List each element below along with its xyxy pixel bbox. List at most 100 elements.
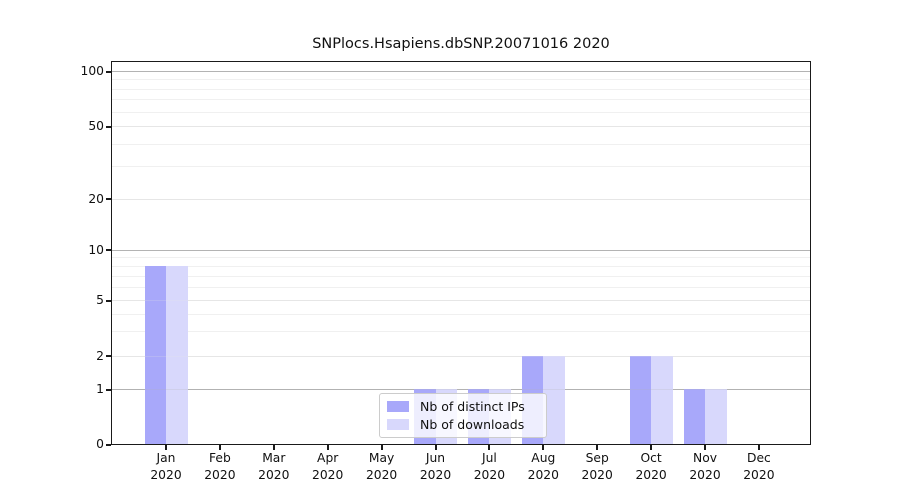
y-tick-label: 50 xyxy=(88,119,104,133)
x-tick-label-feb: Feb 2020 xyxy=(188,450,252,484)
y-tick xyxy=(106,443,111,446)
month-label: Oct xyxy=(640,451,662,465)
gridline-mid xyxy=(112,198,810,200)
legend-swatch-downloads xyxy=(387,419,409,430)
y-tick xyxy=(106,198,111,200)
bar-downloads-aug xyxy=(543,355,565,444)
bar-distinct-ips-oct xyxy=(629,355,652,444)
x-tick xyxy=(165,445,167,450)
gridline-minor xyxy=(112,143,810,145)
x-tick-label-apr: Apr 2020 xyxy=(296,450,360,484)
month-label: Jan xyxy=(156,451,176,465)
gridline-mid-overlay xyxy=(112,198,810,200)
x-tick-label-aug: Aug 2020 xyxy=(511,450,575,484)
x-tick xyxy=(650,445,653,450)
legend-swatch-distinct-ips xyxy=(387,401,409,412)
gridline-mid xyxy=(112,126,810,127)
gridline-major xyxy=(112,71,810,72)
gridline-minor xyxy=(112,111,810,113)
month-label: Jun xyxy=(425,451,446,465)
y-tick-label: 0 xyxy=(96,437,104,451)
month-label: Aug xyxy=(531,451,556,465)
x-tick xyxy=(380,445,383,450)
x-tick xyxy=(596,445,599,450)
year-label: 2020 xyxy=(258,468,290,482)
gridline-minor xyxy=(112,166,810,168)
gridline-minor xyxy=(112,257,810,259)
x-tick-label-dec: Dec 2020 xyxy=(727,450,791,484)
y-tick-label: 20 xyxy=(88,191,104,206)
x-tick-label-may: May 2020 xyxy=(350,450,414,484)
legend-label-distinct-ips: Nb of distinct IPs xyxy=(420,399,525,414)
y-tick xyxy=(106,125,111,128)
x-tick xyxy=(488,445,491,450)
gridline-minor xyxy=(112,79,810,81)
gridline-minor xyxy=(112,330,810,332)
gridline-mid-overlay xyxy=(112,126,810,127)
year-label: 2020 xyxy=(150,468,182,482)
gridline-mid-overlay xyxy=(112,355,810,357)
y-tick-label: 100 xyxy=(80,64,104,78)
month-label: Dec xyxy=(746,451,771,465)
month-label: Jul xyxy=(481,451,497,465)
y-tick xyxy=(106,249,111,251)
year-label: 2020 xyxy=(689,468,721,482)
bar-downloads-nov xyxy=(705,389,727,444)
x-tick-label-nov: Nov 2020 xyxy=(673,450,737,484)
gridline-major-overlay xyxy=(112,249,810,251)
gridline-minor xyxy=(112,99,810,101)
gridline-major-overlay xyxy=(112,389,810,390)
chart-title: SNPlocs.Hsapiens.dbSNP.20071016 2020 xyxy=(312,36,610,52)
x-tick xyxy=(434,445,437,450)
year-label: 2020 xyxy=(743,468,775,482)
gridline-minor xyxy=(112,275,810,277)
x-tick xyxy=(218,445,221,450)
gridline-minor xyxy=(112,313,810,315)
x-tick-label-jan: Jan 2020 xyxy=(134,450,198,484)
y-tick-label: 2 xyxy=(96,348,104,363)
gridline-major-overlay xyxy=(112,71,810,72)
y-tick-label: 10 xyxy=(88,242,104,257)
bar-distinct-ips-jan xyxy=(144,265,166,444)
year-label: 2020 xyxy=(527,468,559,482)
year-label: 2020 xyxy=(473,468,506,482)
gridline-minor xyxy=(112,88,810,90)
legend-item-downloads: Nb of downloads xyxy=(387,417,538,432)
y-tick xyxy=(106,355,111,357)
x-tick xyxy=(704,445,706,450)
x-tick-label-mar: Mar 2020 xyxy=(242,450,306,484)
gridline-minor xyxy=(112,286,810,288)
gridline-mid xyxy=(112,300,810,301)
month-label: Nov xyxy=(693,451,717,465)
y-tick-label: 1 xyxy=(96,382,104,396)
month-label: Mar xyxy=(262,451,286,465)
x-tick-label-jul: Jul 2020 xyxy=(457,450,521,484)
month-label: Apr xyxy=(317,451,339,465)
y-tick-label: 5 xyxy=(96,293,104,307)
year-label: 2020 xyxy=(312,468,344,482)
x-tick-label-sep: Sep 2020 xyxy=(565,450,629,484)
year-label: 2020 xyxy=(581,468,613,482)
gridline-mid-overlay xyxy=(112,300,810,301)
gridline-minor xyxy=(112,265,810,267)
x-tick xyxy=(326,445,329,450)
gridline-major xyxy=(112,389,810,390)
legend-item-distinct-ips: Nb of distinct IPs xyxy=(387,399,538,414)
year-label: 2020 xyxy=(419,468,452,482)
legend-label-downloads: Nb of downloads xyxy=(420,417,525,432)
y-tick xyxy=(106,70,111,73)
gridline-major xyxy=(112,249,810,251)
month-label: May xyxy=(368,451,395,465)
x-tick-label-jun: Jun 2020 xyxy=(404,450,468,484)
x-tick xyxy=(757,445,760,450)
y-tick xyxy=(106,388,111,391)
bar-downloads-oct xyxy=(651,355,673,444)
bar-distinct-ips-nov xyxy=(683,389,705,444)
y-tick xyxy=(106,299,111,302)
x-tick xyxy=(272,445,275,450)
